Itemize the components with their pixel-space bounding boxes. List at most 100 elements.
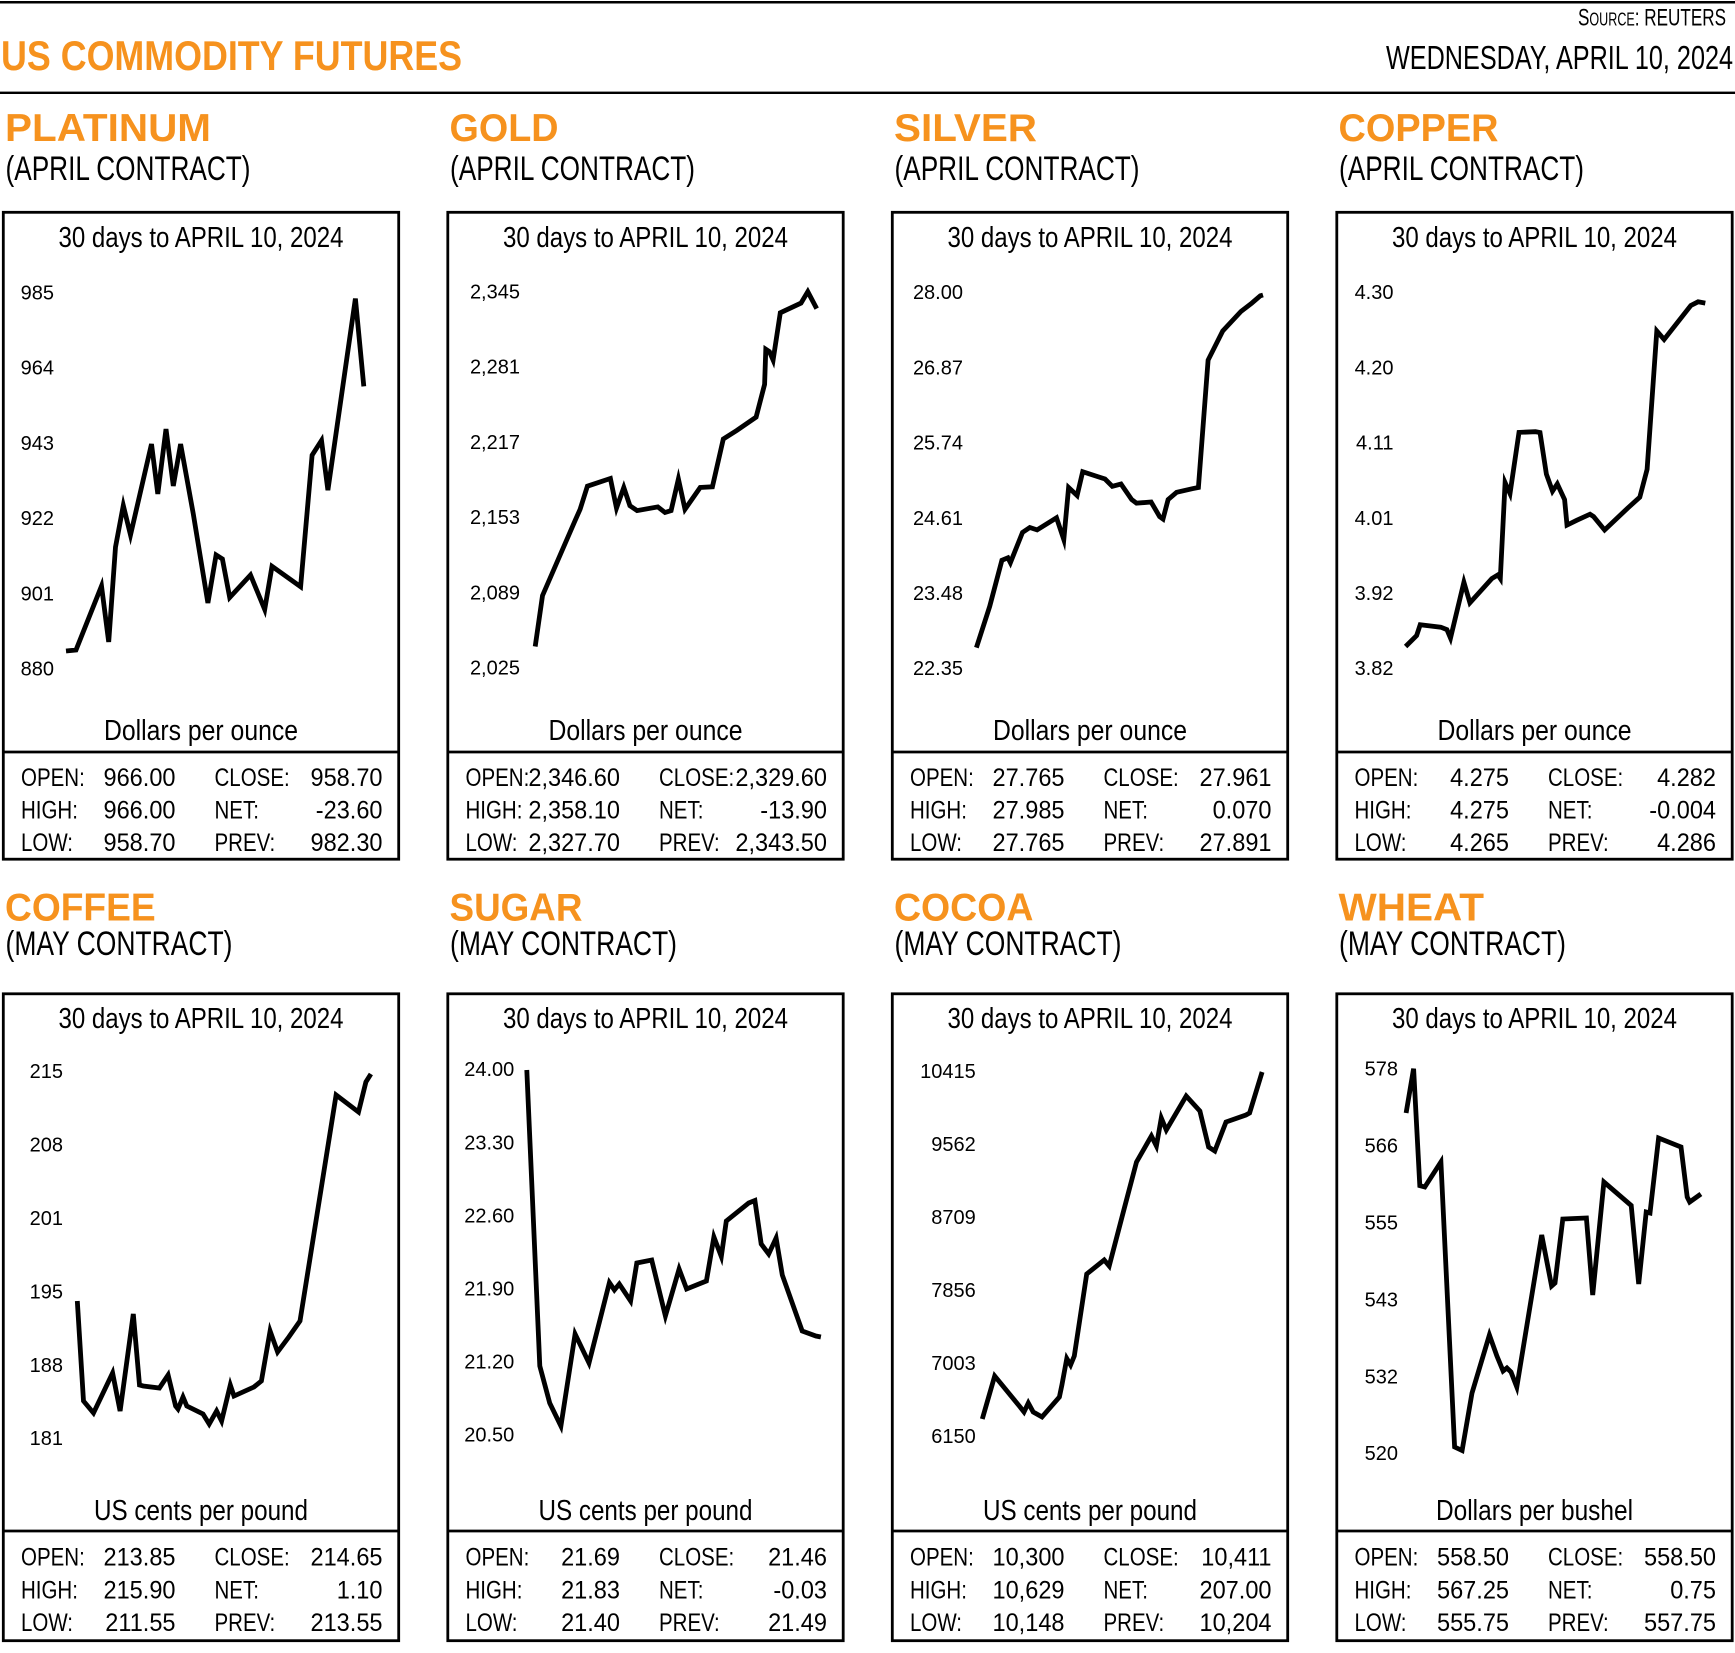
svg-text:21.49: 21.49: [768, 1609, 827, 1637]
svg-text:PREV:: PREV:: [1104, 829, 1165, 857]
svg-text:10415: 10415: [920, 1061, 976, 1083]
svg-text:CLOSE:: CLOSE:: [1548, 1544, 1623, 1572]
svg-text:4.286: 4.286: [1657, 829, 1716, 857]
svg-text:10,204: 10,204: [1200, 1609, 1272, 1637]
svg-text:NET:: NET:: [1548, 1576, 1592, 1604]
svg-text:21.40: 21.40: [561, 1609, 620, 1637]
svg-text:9562: 9562: [931, 1134, 976, 1156]
svg-text:24.00: 24.00: [464, 1059, 514, 1081]
svg-text:30 days to APRIL 10, 2024: 30 days to APRIL 10, 2024: [503, 222, 788, 254]
svg-text:HIGH:: HIGH:: [466, 796, 523, 824]
svg-text:NET:: NET:: [1548, 796, 1592, 824]
svg-text:213.85: 213.85: [104, 1544, 176, 1572]
svg-text:21.90: 21.90: [464, 1279, 514, 1301]
svg-text:OPEN:: OPEN:: [1355, 1544, 1419, 1572]
svg-text:(APRIL CONTRACT): (APRIL CONTRACT): [1339, 150, 1584, 188]
svg-text:US COMMODITY FUTURES: US COMMODITY FUTURES: [1, 32, 462, 79]
svg-text:208: 208: [30, 1135, 63, 1157]
svg-text:NET:: NET:: [659, 1576, 703, 1604]
svg-text:Dollars per ounce: Dollars per ounce: [549, 715, 743, 747]
svg-text:201: 201: [30, 1208, 63, 1230]
svg-text:30 days to APRIL 10, 2024: 30 days to APRIL 10, 2024: [1392, 1003, 1677, 1035]
svg-text:Dollars per bushel: Dollars per bushel: [1436, 1495, 1633, 1527]
svg-text:NET:: NET:: [1104, 1576, 1148, 1604]
svg-text:2,025: 2,025: [470, 658, 520, 680]
svg-text:27.961: 27.961: [1200, 764, 1272, 792]
svg-text:LOW:: LOW:: [466, 829, 518, 857]
svg-text:PREV:: PREV:: [215, 1609, 276, 1637]
svg-text:(APRIL CONTRACT): (APRIL CONTRACT): [6, 150, 251, 188]
svg-text:21.46: 21.46: [768, 1544, 827, 1572]
svg-text:30 days to APRIL 10, 2024: 30 days to APRIL 10, 2024: [948, 1003, 1233, 1035]
svg-text:HIGH:: HIGH:: [21, 1576, 78, 1604]
svg-text:557.75: 557.75: [1644, 1609, 1716, 1637]
svg-text:7856: 7856: [931, 1280, 976, 1302]
svg-text:Dollars per ounce: Dollars per ounce: [104, 715, 298, 747]
svg-text:23.30: 23.30: [464, 1132, 514, 1154]
svg-text:SILVER: SILVER: [894, 107, 1037, 150]
svg-text:-0.004: -0.004: [1649, 796, 1716, 824]
svg-text:(MAY CONTRACT): (MAY CONTRACT): [1339, 925, 1566, 963]
svg-text:982.30: 982.30: [311, 829, 383, 857]
svg-text:6150: 6150: [931, 1426, 976, 1448]
svg-text:(APRIL CONTRACT): (APRIL CONTRACT): [895, 150, 1140, 188]
svg-text:PREV:: PREV:: [659, 829, 720, 857]
svg-text:28.00: 28.00: [913, 282, 963, 304]
svg-text:4.30: 4.30: [1355, 282, 1394, 304]
svg-text:966.00: 966.00: [104, 764, 176, 792]
svg-text:OPEN:: OPEN:: [466, 764, 530, 792]
svg-text:CLOSE:: CLOSE:: [659, 764, 734, 792]
svg-text:943: 943: [21, 433, 54, 455]
svg-text:27.765: 27.765: [993, 764, 1065, 792]
svg-text:578: 578: [1365, 1059, 1398, 1081]
svg-text:10,148: 10,148: [993, 1609, 1065, 1637]
svg-text:OPEN:: OPEN:: [466, 1544, 530, 1572]
svg-text:30 days to APRIL 10, 2024: 30 days to APRIL 10, 2024: [948, 222, 1233, 254]
svg-text:543: 543: [1365, 1289, 1398, 1311]
svg-text:WHEAT: WHEAT: [1339, 886, 1485, 929]
svg-text:4.275: 4.275: [1450, 796, 1509, 824]
svg-text:LOW:: LOW:: [21, 829, 73, 857]
svg-text:-0.03: -0.03: [773, 1576, 827, 1604]
svg-text:US cents per pound: US cents per pound: [94, 1495, 308, 1527]
svg-text:567.25: 567.25: [1437, 1576, 1509, 1604]
svg-text:NET:: NET:: [215, 1576, 259, 1604]
svg-text:HIGH:: HIGH:: [910, 1576, 967, 1604]
svg-text:OPEN:: OPEN:: [21, 764, 85, 792]
svg-text:PREV:: PREV:: [1104, 1609, 1165, 1637]
svg-text:PREV:: PREV:: [659, 1609, 720, 1637]
svg-text:30 days to APRIL 10, 2024: 30 days to APRIL 10, 2024: [59, 222, 344, 254]
svg-text:10,300: 10,300: [993, 1544, 1065, 1572]
svg-text:27.985: 27.985: [993, 796, 1065, 824]
svg-text:22.60: 22.60: [464, 1205, 514, 1227]
svg-text:958.70: 958.70: [311, 764, 383, 792]
svg-text:10,629: 10,629: [993, 1576, 1065, 1604]
svg-text:PREV:: PREV:: [1548, 1609, 1609, 1637]
svg-text:21.69: 21.69: [561, 1544, 620, 1572]
svg-text:HIGH:: HIGH:: [910, 796, 967, 824]
svg-text:PREV:: PREV:: [1548, 829, 1609, 857]
svg-text:4.01: 4.01: [1355, 508, 1394, 530]
svg-text:964: 964: [21, 358, 54, 380]
svg-text:25.74: 25.74: [913, 433, 963, 455]
svg-text:532: 532: [1365, 1366, 1398, 1388]
svg-text:3.92: 3.92: [1355, 583, 1394, 605]
svg-text:558.50: 558.50: [1644, 1544, 1716, 1572]
svg-text:2,217: 2,217: [470, 432, 520, 454]
svg-text:COFFEE: COFFEE: [5, 886, 156, 929]
svg-text:211.55: 211.55: [105, 1609, 175, 1637]
svg-text:985: 985: [21, 283, 54, 305]
svg-text:US cents per pound: US cents per pound: [983, 1495, 1197, 1527]
svg-text:4.265: 4.265: [1450, 829, 1509, 857]
svg-text:US cents per pound: US cents per pound: [539, 1495, 753, 1527]
svg-text:901: 901: [21, 583, 54, 605]
svg-text:Dollars per ounce: Dollars per ounce: [993, 715, 1187, 747]
svg-text:2,281: 2,281: [470, 357, 520, 379]
svg-text:CLOSE:: CLOSE:: [1548, 764, 1623, 792]
svg-text:Dollars per ounce: Dollars per ounce: [1438, 715, 1632, 747]
svg-text:195: 195: [30, 1281, 63, 1303]
svg-text:(MAY CONTRACT): (MAY CONTRACT): [895, 925, 1122, 963]
svg-text:188: 188: [30, 1355, 63, 1377]
svg-text:OPEN:: OPEN:: [910, 764, 974, 792]
svg-text:PREV:: PREV:: [215, 829, 276, 857]
